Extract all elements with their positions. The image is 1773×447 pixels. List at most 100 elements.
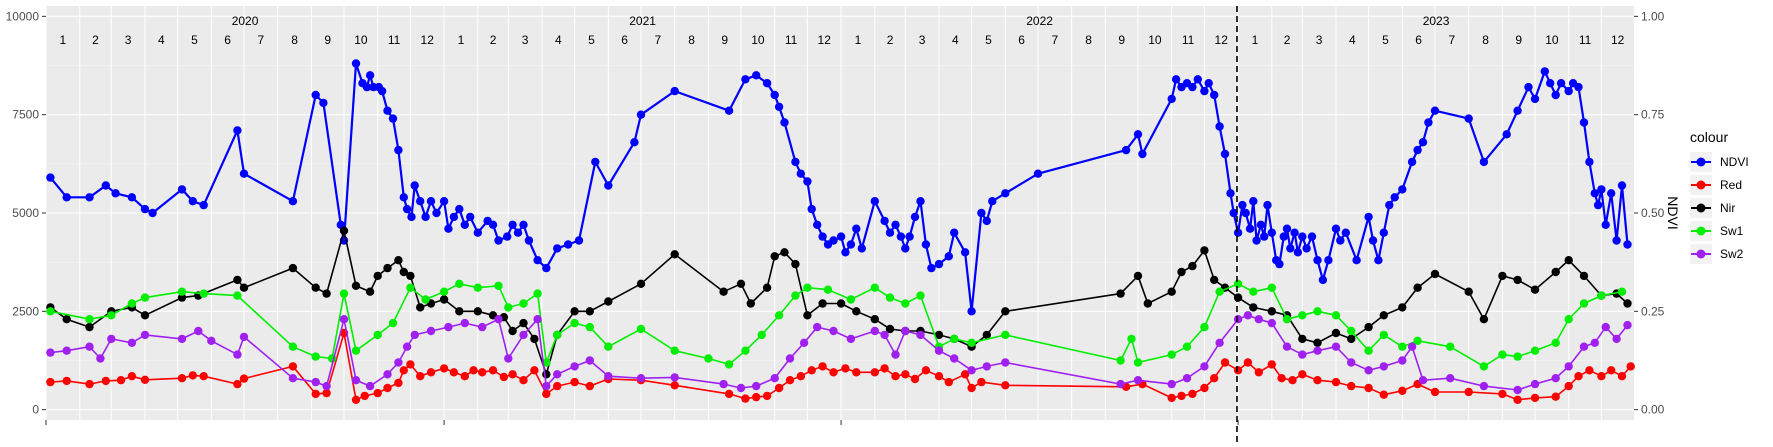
data-point-red: [1551, 392, 1560, 401]
data-point-sw1: [127, 299, 137, 308]
legend-label-ndvi: NDVI: [1720, 155, 1749, 169]
data-point-sw1: [1347, 326, 1356, 336]
data-point-ndvi: [1579, 118, 1589, 127]
data-point-sw1: [311, 352, 320, 361]
right-axis-tick-label: 0.25: [1641, 304, 1665, 318]
legend-key-point-ndvi: [1696, 157, 1706, 167]
data-point-red: [449, 368, 459, 377]
data-point-red: [1597, 372, 1606, 381]
data-point-sw1: [455, 279, 464, 288]
data-point-ndvi: [407, 212, 416, 222]
month-label: 12: [421, 33, 435, 47]
data-point-ndvi: [604, 181, 613, 190]
data-point-ndvi: [1623, 240, 1632, 249]
data-point-ndvi: [896, 232, 906, 241]
data-point-nir: [439, 295, 449, 304]
month-label: 8: [291, 33, 298, 47]
data-point-nir: [719, 287, 728, 296]
data-point-sw2: [1379, 362, 1389, 371]
data-point-nir: [1167, 287, 1176, 296]
data-point-sw2: [1233, 315, 1243, 324]
data-point-ndvi: [1252, 236, 1261, 245]
data-point-sw1: [1364, 346, 1373, 355]
data-point-ndvi: [1336, 236, 1345, 245]
data-point-nir: [1347, 334, 1356, 344]
data-point-sw2: [1254, 315, 1264, 324]
data-point-sw1: [774, 311, 784, 320]
month-label: 1: [1252, 33, 1259, 47]
data-point-red: [1298, 370, 1307, 379]
data-point-ndvi: [1302, 244, 1311, 253]
data-point-sw2: [1418, 376, 1428, 385]
data-point-red: [288, 362, 298, 371]
data-point-nir: [1398, 303, 1407, 312]
data-point-sw2: [1267, 318, 1277, 328]
data-point-nir: [780, 248, 789, 257]
data-point-sw1: [1127, 334, 1136, 344]
data-point-nir: [1313, 338, 1322, 347]
data-point-red: [416, 372, 425, 381]
data-point-sw1: [791, 291, 800, 300]
data-point-ndvi: [127, 193, 137, 202]
left-axis-tick-label: 10000: [6, 9, 40, 23]
data-point-red: [944, 377, 953, 387]
data-point-nir: [982, 330, 991, 340]
data-point-sw1: [1215, 287, 1224, 296]
data-point-sw2: [1347, 358, 1356, 367]
data-point-ndvi: [1210, 90, 1219, 100]
month-label: 12: [1611, 33, 1625, 47]
data-point-ndvi: [934, 259, 944, 269]
data-point-red: [807, 366, 816, 375]
data-point-nir: [1188, 261, 1197, 271]
data-point-ndvi: [1374, 256, 1383, 265]
data-point-nir: [1177, 267, 1186, 277]
data-point-sw1: [421, 295, 430, 304]
data-point-sw2: [1601, 322, 1610, 332]
data-point-sw2: [426, 326, 436, 336]
data-point-ndvi: [670, 86, 679, 96]
data-point-red: [1379, 390, 1389, 399]
data-point-ndvi: [960, 248, 970, 257]
data-point-ndvi: [519, 220, 528, 229]
data-point-ndvi: [1530, 94, 1540, 104]
data-point-ndvi: [901, 244, 910, 253]
data-point-sw2: [870, 326, 879, 336]
month-label: 7: [1448, 33, 1455, 47]
data-point-ndvi: [591, 157, 600, 167]
data-point-nir: [570, 307, 579, 316]
data-point-nir: [394, 256, 403, 265]
data-point-sw1: [1564, 315, 1573, 324]
data-point-sw1: [585, 322, 594, 332]
data-point-ndvi: [1546, 79, 1555, 88]
left-axis-tick-label: 0: [32, 403, 39, 417]
data-point-red: [488, 366, 498, 375]
data-point-red: [199, 372, 208, 381]
data-point-ndvi: [444, 224, 453, 233]
data-point-sw2: [533, 315, 542, 324]
data-point-red: [140, 375, 150, 384]
data-point-sw1: [1116, 356, 1125, 365]
data-point-red: [1574, 372, 1583, 381]
data-point-ndvi: [524, 236, 534, 245]
month-label: 10: [1148, 33, 1162, 47]
data-point-ndvi: [473, 228, 482, 237]
data-point-nir: [885, 324, 895, 334]
data-point-sw1: [140, 293, 150, 302]
data-point-red: [1617, 372, 1627, 381]
data-point-red: [127, 372, 137, 381]
data-point-nir: [818, 299, 827, 308]
data-point-sw1: [1298, 311, 1307, 320]
data-point-ndvi: [1133, 130, 1143, 139]
data-point-red: [62, 376, 71, 386]
data-point-red: [1347, 381, 1356, 391]
data-point-nir: [1249, 303, 1258, 312]
data-point-nir: [1116, 289, 1125, 298]
data-point-ndvi: [1385, 200, 1394, 210]
data-point-ndvi: [426, 197, 436, 206]
data-point-sw1: [1551, 338, 1560, 347]
data-point-red: [1167, 393, 1176, 403]
data-point-red: [891, 372, 900, 381]
month-label: 5: [985, 33, 992, 47]
data-point-red: [829, 368, 838, 377]
data-point-nir: [670, 250, 679, 259]
